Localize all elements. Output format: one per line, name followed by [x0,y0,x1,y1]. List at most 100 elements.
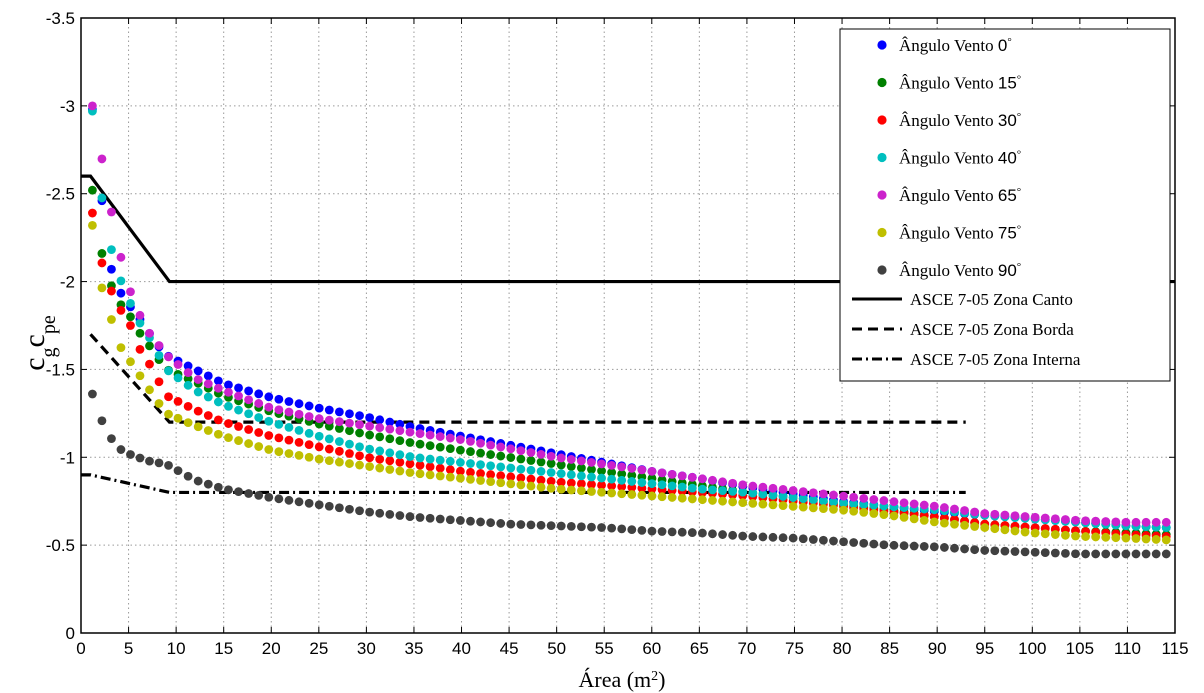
data-point [365,430,375,440]
data-point [304,428,314,438]
data-point [1020,512,1030,521]
data-point [254,413,264,422]
data-point [203,371,213,381]
legend-degree-sign: ° [1017,74,1021,86]
x-tick-label: 65 [690,639,709,658]
data-point [1111,533,1121,543]
data-point [940,518,949,528]
data-point [365,444,375,454]
data-point [798,487,808,497]
data-point [264,492,274,502]
legend-marker [877,152,887,163]
data-point [758,532,768,542]
data-point [708,529,717,539]
data-point [224,419,233,428]
data-point [213,429,223,439]
y-axis-label-mid: c [18,334,51,347]
data-point [365,462,375,471]
data-point [506,463,516,473]
data-point [264,402,274,412]
data-point [385,417,395,427]
data-point [1081,532,1090,541]
data-point [1071,531,1080,541]
legend-label: Ângulo Vento 75° [899,224,1021,243]
legend-degree-sign: ° [1017,149,1021,161]
data-point [899,513,909,522]
data-point [849,499,859,509]
data-point [506,444,516,454]
data-point [617,524,627,534]
data-point [455,458,465,467]
data-point [455,466,465,476]
data-point [1050,548,1060,558]
data-point [415,469,425,479]
data-point [768,483,778,493]
data-point [617,475,627,485]
data-point [496,519,506,528]
data-point [587,472,596,482]
data-point [1131,517,1141,527]
data-point [808,495,818,505]
data-point [687,472,697,482]
data-point [526,465,536,475]
data-point [135,310,145,320]
data-point [758,482,768,492]
data-point [657,468,667,478]
x-tick-label: 90 [928,639,947,658]
data-point [334,457,344,467]
data-point [970,522,980,531]
data-point [869,495,879,504]
data-point [1121,549,1131,559]
data-point [607,468,617,477]
legend-angle: 0 [998,36,1007,55]
data-point [213,482,223,492]
data-point [304,401,314,411]
data-point [1101,532,1111,542]
data-point [375,446,385,456]
ticks: 0 5 10 15 20 25 30 35 40 45 50 55 60 65 70 75 80 85 90 95 10… [46,9,1189,658]
data-point [375,423,385,433]
legend-marker [877,77,887,88]
x-tick-label: 0 [76,639,85,658]
data-point [294,450,304,460]
data-point [254,442,264,451]
data-point [254,428,264,437]
data-point [496,471,506,481]
data-point [264,445,274,454]
data-point [1101,549,1111,559]
data-point [576,479,586,489]
data-point [970,507,980,517]
data-point [728,530,738,540]
legend-label: Ângulo Vento 0° [899,36,1012,55]
data-point [587,458,596,467]
data-point [203,379,213,389]
y-tick-label: -2.5 [46,185,75,204]
legend-marker [877,115,887,125]
legend-degree-sign: ° [1007,36,1011,48]
data-point [455,445,465,455]
data-point [455,516,465,525]
data-point [597,459,606,469]
data-point [385,456,395,466]
data-point [466,467,475,477]
data-point [385,424,395,434]
data-point [708,496,717,505]
data-point [1061,548,1070,558]
data-point [597,523,606,532]
data-point [284,495,294,505]
data-point [496,478,506,488]
data-point [324,405,334,415]
x-tick-label: 60 [642,639,661,658]
data-point [88,208,97,218]
x-tick-label: 55 [595,639,614,658]
data-point [768,500,778,510]
x-tick-label: 115 [1161,639,1188,658]
data-point [88,389,97,399]
y-tick-label: -1 [60,448,75,467]
data-point [466,474,475,484]
legend-degree-sign: ° [1017,261,1021,273]
data-point [1040,548,1050,558]
data-point [254,490,264,500]
data-point [486,470,496,479]
data-point [486,461,496,471]
